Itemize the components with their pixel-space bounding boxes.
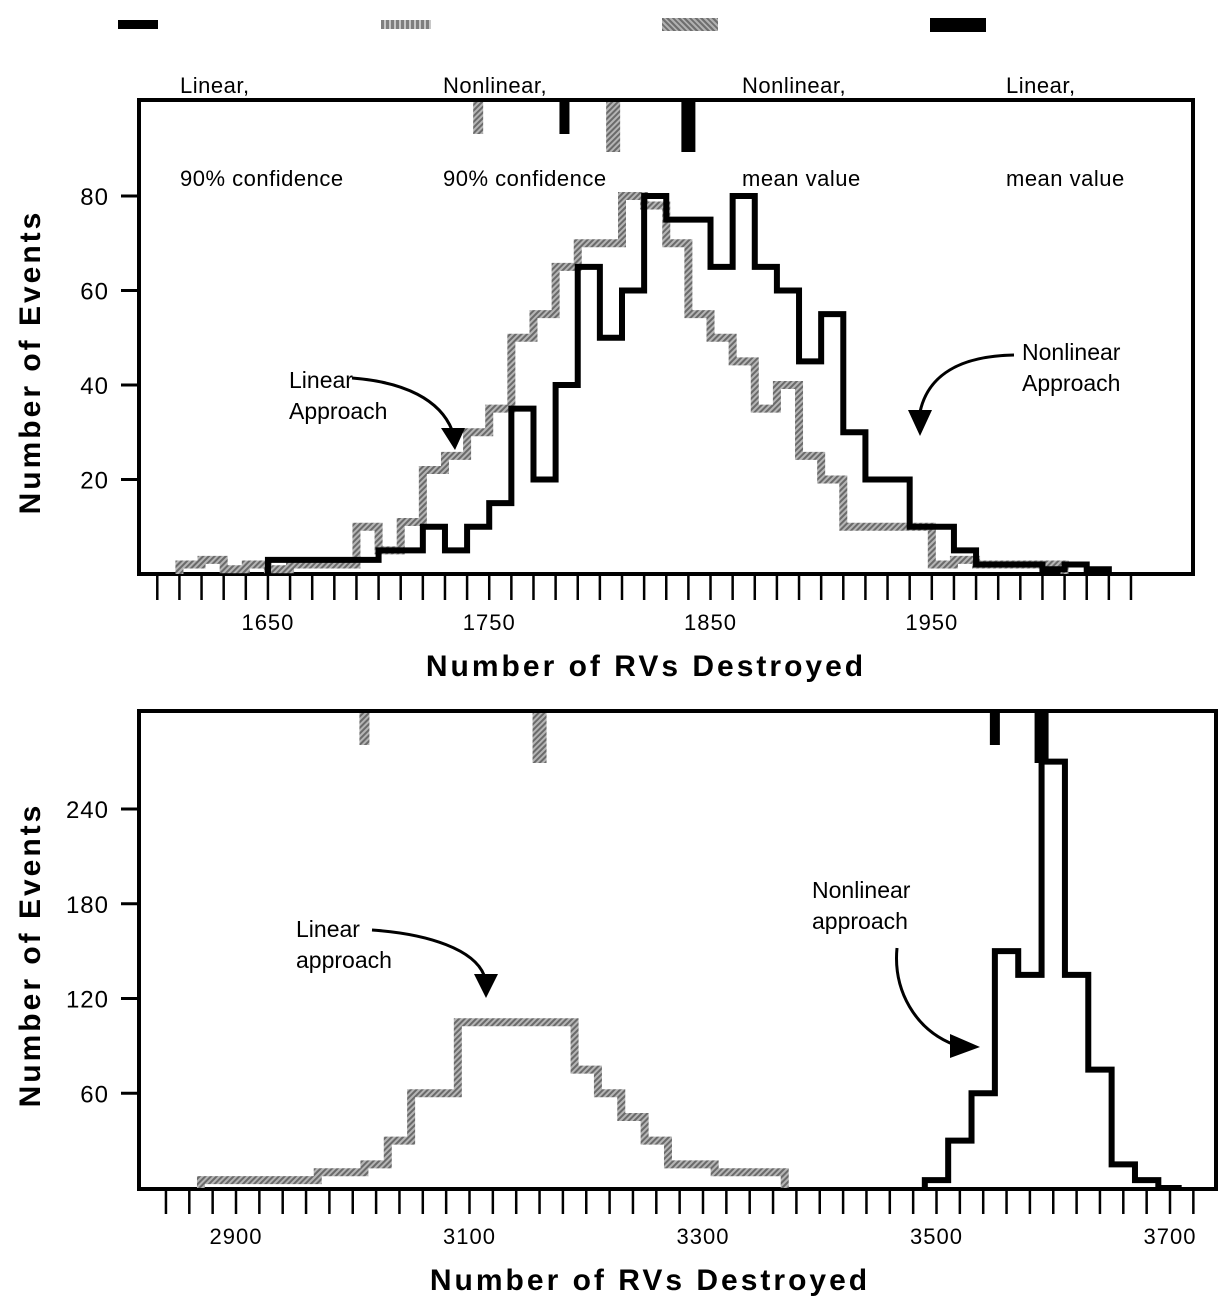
y-tick-label: 120	[66, 987, 109, 1014]
y-tick-label: 60	[80, 1081, 109, 1108]
arrow-curve	[895, 947, 956, 1047]
arrow-head	[441, 428, 465, 450]
x-tick-label: 3100	[443, 1224, 496, 1249]
marker-linear-mean-value	[681, 102, 696, 152]
arrow-curve	[918, 353, 1015, 413]
marker-linear-90-confidence	[989, 713, 1000, 745]
x-tick-label: 1750	[463, 610, 516, 635]
annotation-line2: approach	[296, 947, 392, 973]
x-tick-label: 1950	[905, 610, 958, 635]
legend-label-line2: mean value	[742, 166, 861, 191]
annotation-nonlinear-approach: Nonlinear Approach	[908, 339, 1121, 436]
legend-label-line1: Linear,	[180, 73, 250, 98]
marker-nonlinear-90-confidence	[473, 102, 484, 134]
x-tick-label: 3300	[677, 1224, 730, 1249]
arrow-head	[474, 974, 498, 998]
series-solid-1	[921, 758, 1182, 1191]
annotation-line1: Nonlinear	[1022, 339, 1121, 365]
plot-frame	[137, 98, 1195, 576]
plot-frame	[137, 709, 1218, 1191]
y-tick-label: 60	[80, 279, 109, 306]
x-tick-label: 1650	[241, 610, 294, 635]
x-tick-label: 1850	[684, 610, 737, 635]
x-tick-label: 2900	[210, 1224, 263, 1249]
x-tick-label: 3700	[1144, 1224, 1197, 1249]
legend-swatch-solid-thin	[118, 20, 158, 29]
series-hatched-0	[196, 1018, 789, 1188]
marker-nonlinear-mean-value	[606, 102, 621, 152]
arrow-head	[908, 410, 932, 436]
legend-swatch-solid-thick	[930, 18, 986, 32]
legend-swatch-dotted-thin	[381, 20, 431, 29]
legend-label-line2: 90% confidence	[443, 166, 607, 191]
marker-linear-90-confidence	[559, 102, 570, 134]
annotation-line1: Linear	[296, 916, 360, 942]
annotation-linear-approach: Linear Approach	[289, 367, 465, 450]
chart-1: 1650 1750 1850 1950 20 40 60 80 Number of Even…	[14, 98, 1195, 683]
annotation-linear-approach: Linear approach	[296, 916, 498, 998]
y-axis-label: Number of Events	[14, 210, 47, 515]
marker-linear-mean-value	[1034, 713, 1049, 763]
annotation-line2: approach	[812, 908, 908, 934]
annotation-nonlinear-approach: Nonlinear approach	[812, 877, 980, 1058]
legend-label-line2: mean value	[1006, 166, 1125, 191]
marker-nonlinear-mean-value	[532, 713, 547, 763]
chart-2: 2900 3100 3300 3500 3700 60 120 180 240 Number …	[14, 709, 1218, 1297]
legend-swatch-hatched-thick	[662, 18, 718, 31]
y-tick-label: 240	[66, 797, 109, 824]
legend-label-line1: Nonlinear,	[742, 73, 847, 98]
y-tick-label: 20	[80, 468, 109, 495]
annotation-line1: Nonlinear	[812, 877, 911, 903]
arrow-curve	[371, 928, 486, 976]
legend-label-line2: 90% confidence	[180, 166, 344, 191]
y-tick-label: 80	[80, 184, 109, 211]
y-axis-label: Number of Events	[14, 803, 47, 1108]
arrow-head	[950, 1034, 980, 1058]
x-axis-label: Number of RVs Destroyed	[430, 1264, 870, 1297]
x-axis-label: Number of RVs Destroyed	[426, 650, 866, 683]
series-solid-1	[264, 193, 1112, 574]
legend-label-line1: Nonlinear,	[443, 73, 548, 98]
annotation-line2: Approach	[289, 398, 387, 424]
legend: Linear, 90% confidence Nonlinear, 90% co…	[0, 0, 1220, 191]
x-tick-label: 3500	[910, 1224, 963, 1249]
legend-label-line1: Linear,	[1006, 73, 1076, 98]
annotation-line1: Linear	[289, 367, 353, 393]
arrow-curve	[351, 376, 454, 431]
marker-nonlinear-90-confidence	[359, 713, 370, 745]
annotation-line2: Approach	[1022, 370, 1120, 396]
y-tick-label: 180	[66, 892, 109, 919]
series-hatched-0	[175, 192, 1069, 574]
y-tick-label: 40	[80, 373, 109, 400]
